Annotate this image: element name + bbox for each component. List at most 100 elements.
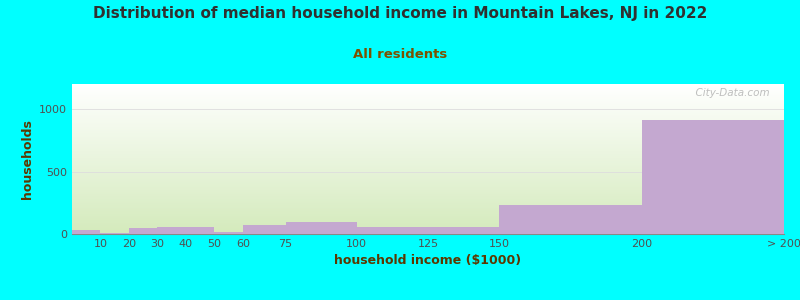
Bar (72, 161, 784, 162)
Bar (72, 217, 784, 218)
Bar (72, 216, 784, 217)
Bar (72, 230, 784, 231)
Bar (186, 227, 214, 234)
Bar (72, 148, 784, 149)
Bar (72, 210, 784, 211)
Bar (72, 209, 784, 210)
Bar (214, 232, 243, 234)
Bar (72, 229, 784, 230)
Bar (72, 204, 784, 205)
Bar (72, 128, 784, 129)
Bar (72, 110, 784, 111)
Bar (72, 90, 784, 91)
Bar (72, 181, 784, 182)
Bar (72, 105, 784, 106)
Bar (72, 86, 784, 87)
Bar (72, 85, 784, 86)
Bar (72, 134, 784, 135)
Bar (72, 186, 784, 187)
Bar (72, 147, 784, 148)
Bar (72, 85, 784, 86)
Bar (72, 108, 784, 109)
Bar (72, 127, 784, 128)
Bar (72, 173, 784, 174)
Bar (72, 153, 784, 154)
Bar (72, 151, 784, 152)
Bar (72, 136, 784, 137)
Bar (72, 106, 784, 107)
Bar (72, 233, 784, 234)
Bar (72, 141, 784, 142)
Bar (72, 226, 784, 227)
Bar (72, 220, 784, 221)
Bar (72, 160, 784, 161)
Bar (72, 145, 784, 146)
Bar (72, 211, 784, 212)
Bar (72, 200, 784, 201)
Bar (72, 117, 784, 118)
Bar (158, 227, 186, 234)
Bar (72, 98, 784, 99)
Bar (72, 121, 784, 122)
Bar (72, 184, 784, 185)
Bar (72, 193, 784, 194)
Bar (72, 142, 784, 143)
Bar (72, 174, 784, 175)
Bar (72, 131, 784, 132)
Bar (72, 155, 784, 156)
Bar (72, 185, 784, 186)
Bar (72, 169, 784, 170)
Bar (72, 124, 784, 125)
Bar (72, 104, 784, 105)
Bar (72, 89, 784, 90)
Bar (72, 118, 784, 119)
Bar (72, 119, 784, 120)
Bar (72, 223, 784, 224)
Bar (72, 96, 784, 97)
Bar (72, 109, 784, 110)
Bar (72, 228, 784, 229)
Bar (72, 123, 784, 124)
Text: All residents: All residents (353, 48, 447, 61)
Bar (72, 137, 784, 138)
Bar (357, 227, 428, 234)
Bar (72, 214, 784, 215)
Bar (72, 201, 784, 202)
Bar (72, 113, 784, 114)
Bar (129, 228, 158, 234)
Bar (72, 167, 784, 168)
Bar (72, 169, 784, 170)
Bar (72, 166, 784, 167)
Bar (72, 146, 784, 147)
Bar (72, 157, 784, 158)
Bar (72, 102, 784, 103)
Bar (72, 197, 784, 198)
Bar (72, 190, 784, 191)
Bar (72, 198, 784, 199)
Bar (72, 93, 784, 94)
Bar (72, 218, 784, 219)
Bar (72, 177, 784, 178)
Bar (72, 202, 784, 203)
Bar (72, 182, 784, 183)
Bar (72, 213, 784, 214)
Text: Distribution of median household income in Mountain Lakes, NJ in 2022: Distribution of median household income … (93, 6, 707, 21)
Bar (72, 224, 784, 225)
Bar (72, 165, 784, 166)
Bar (72, 115, 784, 116)
Bar (72, 126, 784, 127)
Bar (72, 231, 784, 232)
Bar (72, 205, 784, 206)
Bar (72, 94, 784, 95)
Bar (72, 122, 784, 123)
Bar (72, 176, 784, 177)
Bar (72, 144, 784, 145)
Bar (72, 149, 784, 150)
Bar (72, 125, 784, 126)
X-axis label: household income ($1000): household income ($1000) (334, 254, 522, 267)
Bar (72, 95, 784, 96)
Bar (72, 139, 784, 140)
Bar (642, 120, 784, 234)
Bar (72, 150, 784, 151)
Bar (428, 226, 499, 234)
